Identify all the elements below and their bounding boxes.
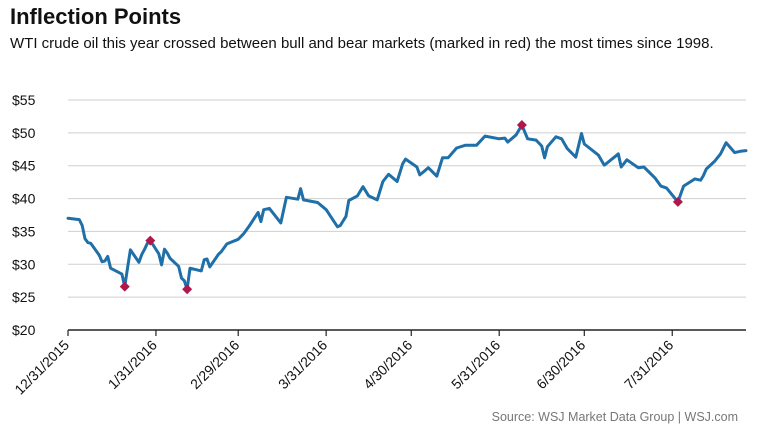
y-tick-label: $40 <box>12 191 36 207</box>
x-tick-label: 4/30/2016 <box>360 337 416 393</box>
grid-lines <box>68 99 746 298</box>
source-note: Source: WSJ Market Data Group | WSJ.com <box>491 410 738 424</box>
x-tick-label: 1/31/2016 <box>105 337 161 393</box>
y-tick-label: $20 <box>12 322 36 338</box>
y-tick-label: $55 <box>12 92 36 108</box>
inflection-markers <box>119 119 683 295</box>
inflection-marker <box>145 235 156 246</box>
x-tick-label: 12/31/2015 <box>11 337 72 398</box>
inflection-marker <box>182 284 193 295</box>
y-tick-label: $25 <box>12 289 36 305</box>
x-axis: 12/31/2015 1/31/2016 2/29/2016 3/31/2016 4/3… <box>11 329 746 398</box>
x-tick-label: 7/31/2016 <box>621 337 677 393</box>
chart-title: Inflection Points <box>10 4 182 29</box>
y-tick-label: $35 <box>12 223 36 239</box>
x-tick-label: 5/31/2016 <box>448 337 504 393</box>
inflection-marker <box>516 119 527 130</box>
y-tick-label: $50 <box>12 125 36 141</box>
x-tick-label: 3/31/2016 <box>275 337 331 393</box>
x-tick-label: 6/30/2016 <box>533 337 589 393</box>
y-tick-label: $30 <box>12 256 36 272</box>
y-tick-label: $45 <box>12 158 36 174</box>
x-tick-label: 2/29/2016 <box>187 337 243 393</box>
inflection-marker <box>672 196 683 207</box>
y-axis: $20 $25 $30 $35 $40 $45 $50 $55 <box>12 92 36 338</box>
chart-subtitle: WTI crude oil this year crossed between … <box>10 35 714 52</box>
inflection-marker <box>119 281 130 292</box>
